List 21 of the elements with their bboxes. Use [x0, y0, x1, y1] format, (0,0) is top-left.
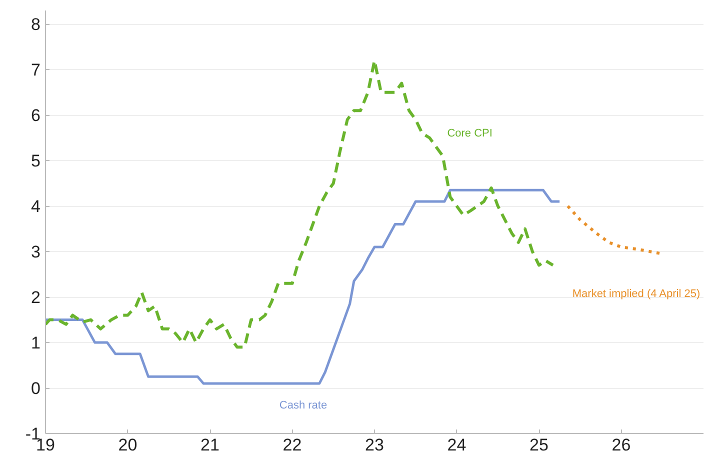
y-tick-label: 7: [31, 60, 41, 80]
series-label: Core CPI: [447, 127, 492, 140]
y-tick-label: 4: [31, 197, 41, 216]
y-tick-label: 8: [31, 15, 41, 34]
y-tick-label: 0: [31, 379, 41, 398]
x-tick-label: 22: [282, 436, 302, 454]
y-tick-label: 6: [31, 106, 41, 126]
line-series: [46, 59, 554, 349]
y-tick-label: 3: [31, 242, 41, 262]
y-tick-label: 1: [31, 334, 41, 353]
x-tick-label: 21: [200, 436, 220, 454]
x-tick-label: 23: [365, 436, 384, 454]
y-tick-label: 5: [31, 152, 41, 171]
x-tick-label: 26: [612, 436, 631, 454]
series-label: Cash rate: [279, 399, 328, 412]
x-tick-label: 20: [118, 436, 138, 454]
line-series: [46, 188, 561, 385]
x-tick-label: 25: [530, 436, 548, 454]
y-tick-label: 2: [31, 288, 41, 308]
text: Market implied (4 April 25): [572, 288, 700, 300]
x-tick-label: 24: [447, 436, 466, 454]
